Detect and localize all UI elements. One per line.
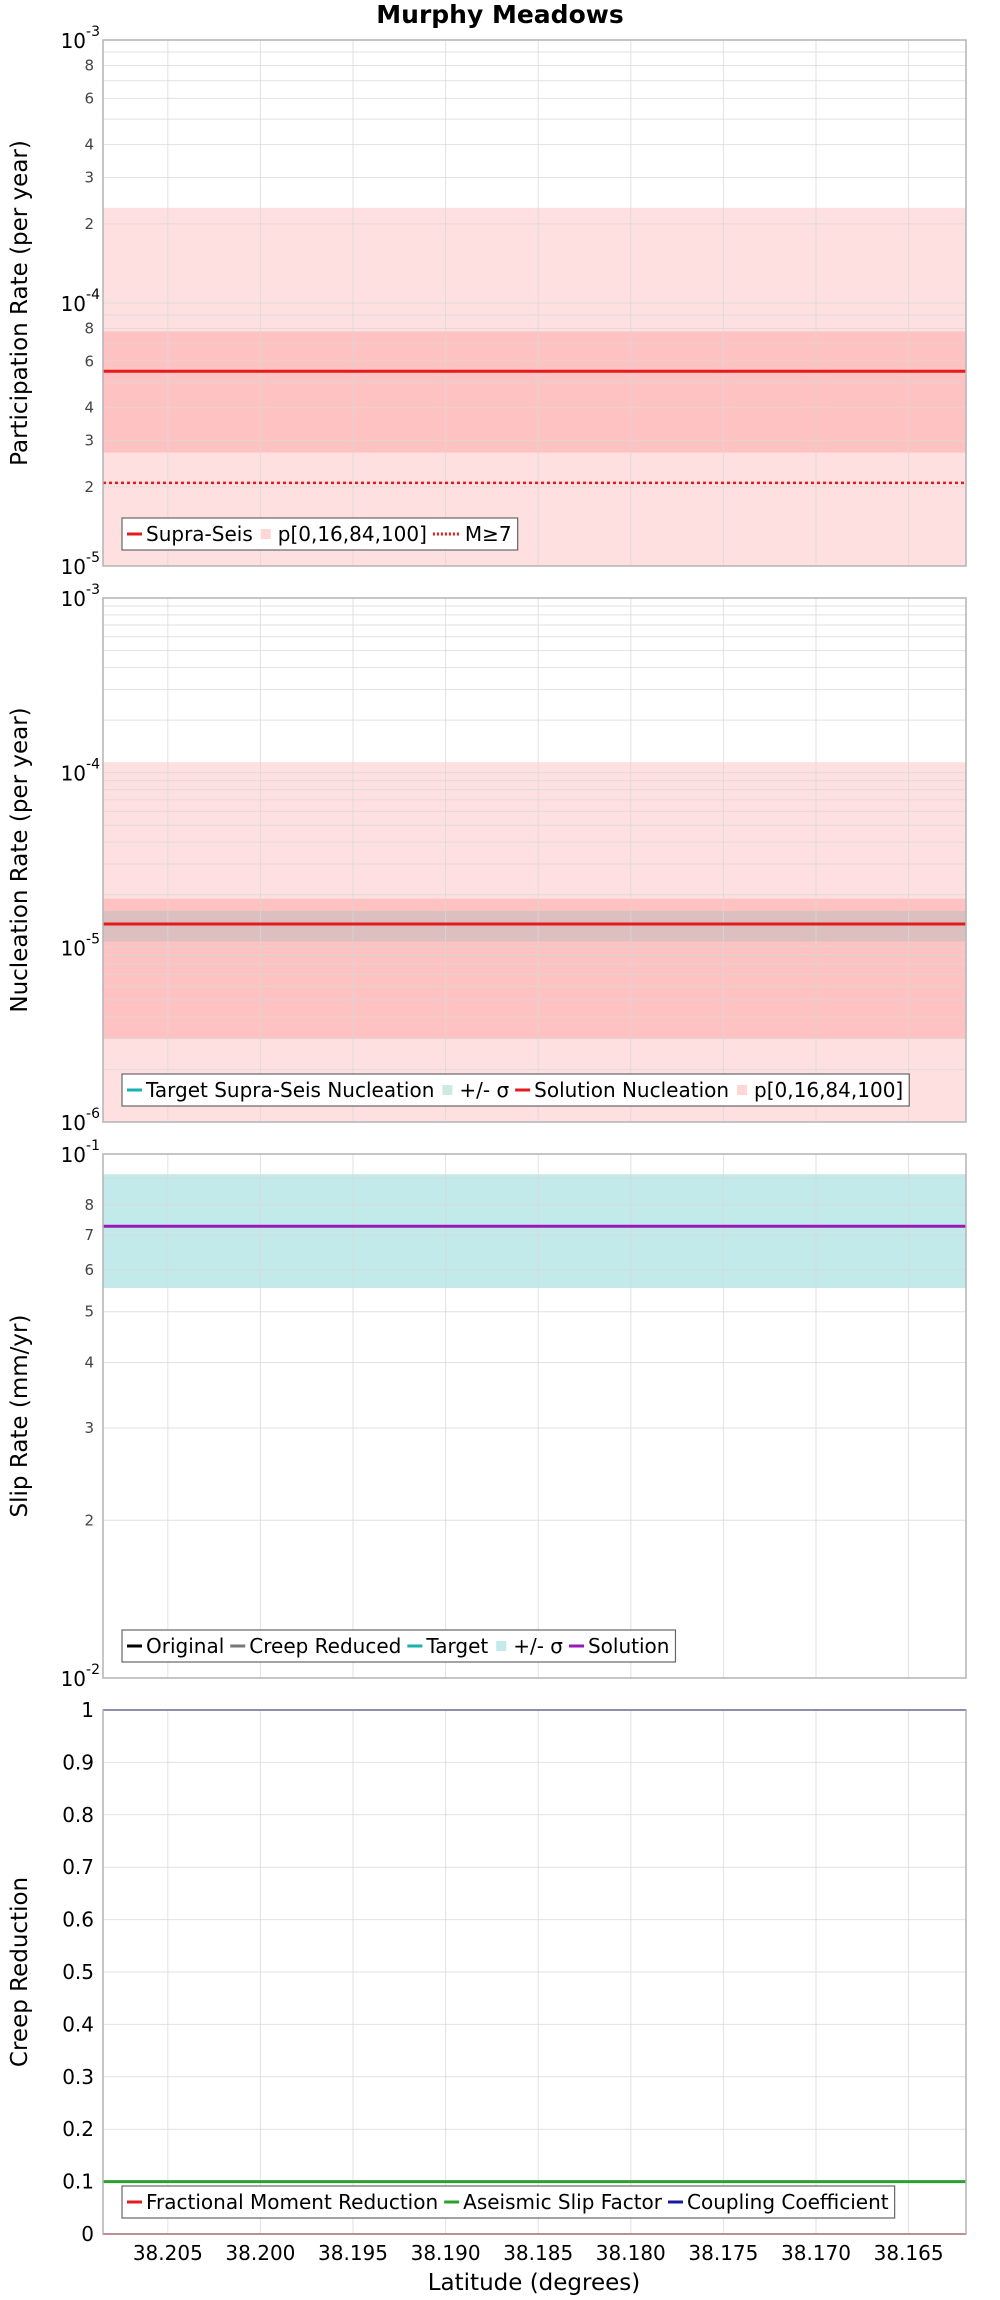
legend-label-original: Original xyxy=(146,1634,224,1658)
y-tick-label: 10-4 xyxy=(61,287,101,316)
x-tick-label: 38.205 xyxy=(133,2241,203,2265)
y-minor-tick-label: 2 xyxy=(84,215,94,233)
plot-frame xyxy=(102,39,967,567)
x-axis-ticks: 38.205 38.200 38.195 38.190 38.185 38.180 38.1… xyxy=(133,2241,944,2265)
y-tick-label: 10-1 xyxy=(61,1138,100,1167)
y-minor-tick-label: 6 xyxy=(84,352,94,370)
y-tick-label: 10-6 xyxy=(61,1106,101,1135)
legend-label-solution: Solution xyxy=(588,1634,669,1658)
legend: Original Creep Reduced Target +/- σ Solution xyxy=(121,1629,677,1663)
y-minor-tick-label: 7 xyxy=(84,1226,94,1244)
y-tick-label: 0.8 xyxy=(62,1803,94,1827)
y-tick-label: 10-4 xyxy=(61,757,101,786)
legend: Fractional Moment Reduction Aseismic Slip… xyxy=(121,2185,896,2219)
y-tick-label: 0.3 xyxy=(62,2065,94,2089)
legend-swatch-item xyxy=(442,1085,453,1095)
legend-label-item: +/- σ xyxy=(513,1634,563,1658)
legend-label-solution-nucleation: Solution Nucleation xyxy=(534,1078,729,1102)
y-minor-tick-label: 3 xyxy=(84,169,94,187)
y-tick-label: 10-3 xyxy=(61,24,100,53)
uncertainty-band xyxy=(103,910,966,942)
y-axis-label: Nucleation Rate (per year) xyxy=(7,707,33,1012)
y-tick-label: 10-2 xyxy=(61,1662,100,1691)
panel-creep: 0 0.1 0.2 0.3 0.4 0.5 0.6 0.7 0.8 0.9 1 Creep Reduc… xyxy=(7,1698,967,2246)
y-minor-tick-label: 8 xyxy=(84,56,94,74)
plot-frame xyxy=(102,597,967,1123)
y-minor-tick-label: 2 xyxy=(84,478,94,496)
legend-label-p-0-16-84-100: p[0,16,84,100] xyxy=(278,522,427,546)
y-tick-label: 0.2 xyxy=(62,2117,94,2141)
x-tick-label: 38.175 xyxy=(688,2241,758,2265)
y-tick-label: 10-3 xyxy=(61,582,100,611)
y-minor-tick-label: 2 xyxy=(84,1511,94,1529)
legend-label-coupling-coefficient: Coupling Coefficient xyxy=(687,2190,889,2214)
y-axis-label: Creep Reduction xyxy=(7,1877,33,2067)
x-tick-label: 38.195 xyxy=(318,2241,388,2265)
legend-swatch-item xyxy=(496,1641,507,1651)
x-tick-label: 38.180 xyxy=(596,2241,666,2265)
legend-label-supra-seis: Supra-Seis xyxy=(146,522,253,546)
y-minor-tick-label: 6 xyxy=(84,89,94,107)
plot-frame xyxy=(102,1709,967,2235)
y-tick-label: 0.9 xyxy=(62,1750,94,1774)
y-minor-tick-label: 4 xyxy=(84,399,94,417)
y-tick-label: 0.4 xyxy=(62,2012,94,2036)
y-minor-tick-label: 8 xyxy=(84,319,94,337)
legend-label-target: Target xyxy=(425,1634,488,1658)
y-axis-label: Slip Rate (mm/yr) xyxy=(7,1315,33,1518)
legend-label-item: +/- σ xyxy=(459,1078,509,1102)
chart-panels: 10-5 10-4 10-3 2 3 4 6 8 2 3 4 6 8 Participation Rate… xyxy=(7,24,967,2265)
x-tick-label: 38.165 xyxy=(874,2241,944,2265)
y-tick-label: 10-5 xyxy=(61,931,100,960)
panel-participation: 10-5 10-4 10-3 2 3 4 6 8 2 3 4 6 8 Participation Rate… xyxy=(7,24,967,579)
x-tick-label: 38.200 xyxy=(225,2241,295,2265)
y-minor-tick-label: 3 xyxy=(84,1419,94,1437)
chart-title: Murphy Meadows xyxy=(376,0,623,29)
legend: Supra-Seis p[0,16,84,100] M≥7 xyxy=(121,517,519,551)
legend-swatch-p-0-16-84-100 xyxy=(260,529,271,539)
x-tick-label: 38.185 xyxy=(503,2241,573,2265)
x-tick-label: 38.170 xyxy=(781,2241,851,2265)
uncertainty-band xyxy=(103,1174,966,1288)
x-tick-label: 38.190 xyxy=(411,2241,481,2265)
y-tick-label: 0.1 xyxy=(62,2170,94,2194)
legend-label-fractional-moment-reduction: Fractional Moment Reduction xyxy=(146,2190,438,2214)
legend-swatch-p-0-16-84-100 xyxy=(737,1085,748,1095)
legend-label-aseismic-slip-factor: Aseismic Slip Factor xyxy=(463,2190,663,2214)
panel-slip: 10-2 10-1 2 3 4 5 6 7 8 Slip Rate (mm/yr) Original… xyxy=(7,1138,967,1691)
y-tick-label: 0 xyxy=(81,2222,94,2246)
uncertainty-band xyxy=(103,331,966,453)
legend-box xyxy=(121,517,519,551)
panel-nucleation: 10-6 10-5 10-4 10-3 Nucleation Rate (per yea… xyxy=(7,582,967,1135)
y-tick-label: 0.7 xyxy=(62,1855,94,1879)
legend-box xyxy=(121,2185,896,2219)
y-tick-label: 0.6 xyxy=(62,1908,94,1932)
y-minor-tick-label: 3 xyxy=(84,432,94,450)
y-tick-label: 10-5 xyxy=(61,550,100,579)
plot-frame xyxy=(102,1153,967,1679)
legend-label-creep-reduced: Creep Reduced xyxy=(249,1634,401,1658)
y-minor-tick-label: 4 xyxy=(84,136,94,154)
y-tick-label: 0.5 xyxy=(62,1960,94,1984)
y-minor-tick-label: 4 xyxy=(84,1354,94,1372)
y-tick-label: 1 xyxy=(81,1698,94,1722)
legend-label-m-7: M≥7 xyxy=(465,522,512,546)
y-minor-tick-label: 8 xyxy=(84,1196,94,1214)
y-axis-label: Participation Rate (per year) xyxy=(7,140,33,466)
legend-label-target-supra-seis-nucleation: Target Supra-Seis Nucleation xyxy=(145,1078,434,1102)
x-axis-label: Latitude (degrees) xyxy=(428,2270,641,2296)
legend: Target Supra-Seis Nucleation +/- σ Solutio… xyxy=(121,1073,910,1107)
y-minor-tick-label: 6 xyxy=(84,1261,94,1279)
legend-label-p-0-16-84-100: p[0,16,84,100] xyxy=(754,1078,903,1102)
y-minor-tick-label: 5 xyxy=(84,1303,94,1321)
